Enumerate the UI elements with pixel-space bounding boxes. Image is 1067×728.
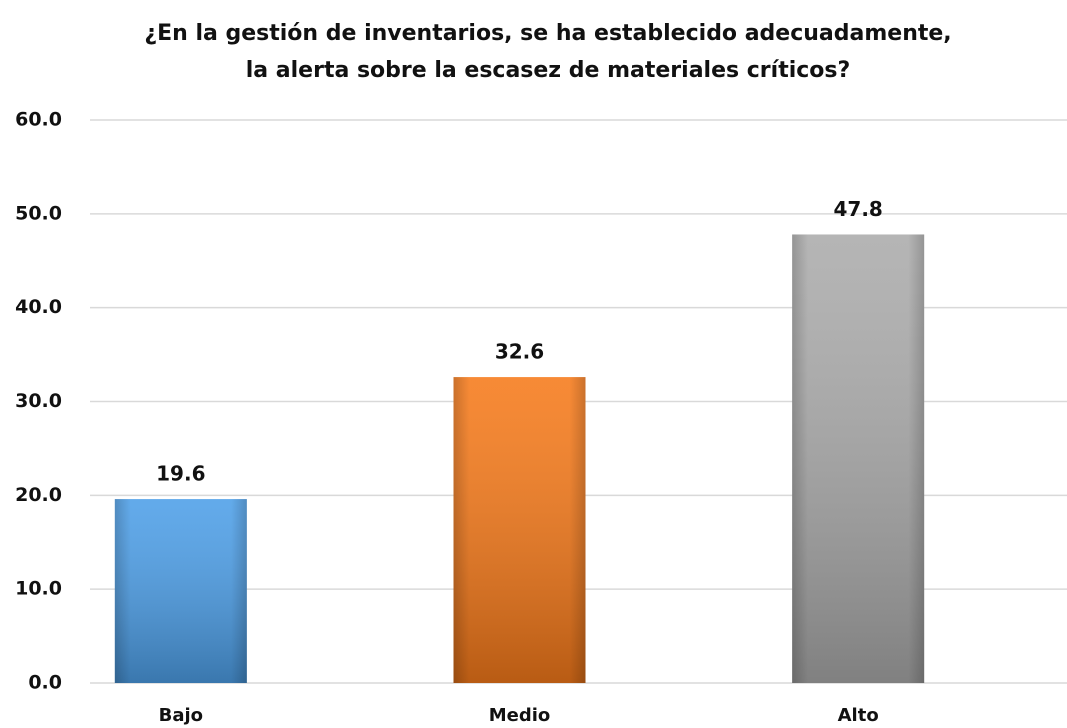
bar-edge: [792, 234, 925, 683]
y-tick-label: 0.0: [28, 672, 62, 694]
y-tick-label: 30.0: [15, 390, 62, 412]
data-label: 47.8: [833, 197, 882, 221]
bar-edge: [453, 377, 586, 683]
data-label: 19.6: [156, 462, 205, 486]
x-tick-label: Bajo: [159, 705, 203, 726]
y-tick-label: 20.0: [15, 484, 62, 506]
chart-title: la alerta sobre la escasez de materiales…: [246, 58, 851, 83]
data-label: 32.6: [495, 340, 544, 364]
y-tick-label: 40.0: [15, 296, 62, 318]
y-tick-label: 50.0: [15, 202, 62, 224]
chart-title: ¿En la gestión de inventarios, se ha est…: [144, 21, 951, 46]
x-tick-label: Alto: [838, 705, 879, 726]
y-tick-label: 60.0: [15, 109, 62, 131]
y-tick-label: 10.0: [15, 578, 62, 600]
x-tick-label: Medio: [489, 705, 551, 726]
bar-edge: [114, 499, 247, 683]
